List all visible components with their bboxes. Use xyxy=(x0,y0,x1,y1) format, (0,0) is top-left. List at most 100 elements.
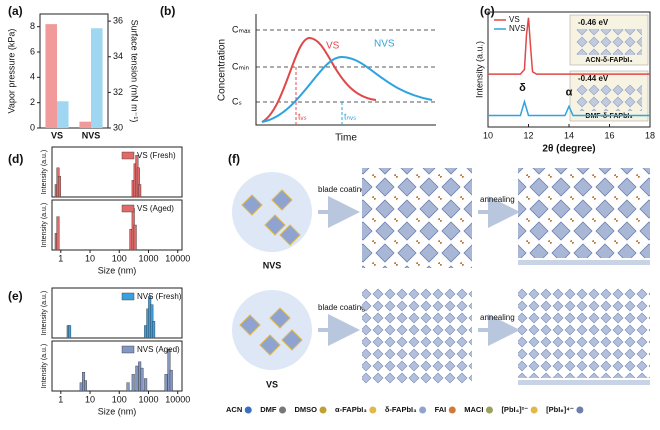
bar xyxy=(133,224,137,251)
nvs-curve xyxy=(261,55,433,123)
y-label: Intensity (a.u.) xyxy=(41,344,48,388)
x-label: Time xyxy=(335,133,357,144)
y-tick-label: 8 xyxy=(30,21,35,31)
legend-swatch xyxy=(121,292,135,301)
solution-label: NVS xyxy=(263,260,282,270)
legend-icon xyxy=(319,406,327,414)
vs-curve xyxy=(261,37,377,123)
y-label: Intensity (a.u.) xyxy=(41,150,48,194)
y2-tick-label: 34 xyxy=(113,51,123,61)
step-label: blade coating xyxy=(318,185,366,194)
y2-tick-label: 30 xyxy=(113,122,123,132)
time-label: tₙᵥₛ xyxy=(344,111,356,121)
molecules xyxy=(241,189,301,246)
legend-label: NVS (Fresh) xyxy=(137,292,182,301)
schematic-panel: (b) Cₘₐₓ Cₘᵢₙ Cₛ Concentration Time VS N… xyxy=(160,4,436,144)
x-tick-label: 10 xyxy=(483,130,493,140)
bar xyxy=(135,365,139,392)
legend-swatch xyxy=(121,345,135,354)
x-label: Size (nm) xyxy=(98,265,137,275)
film-lattice xyxy=(362,168,472,268)
panel-label: (e) xyxy=(8,289,23,303)
substrate xyxy=(518,260,650,265)
legend-icon xyxy=(530,406,538,414)
legend-label: DMSO xyxy=(295,405,318,414)
level-label: Cₛ xyxy=(232,96,242,106)
x-tick-label: 1 xyxy=(58,253,63,263)
solution-drop xyxy=(232,172,312,252)
y2-tick-label: 32 xyxy=(113,87,123,97)
x-tick-label: 18 xyxy=(645,130,655,140)
x-tick-label: 1000 xyxy=(138,253,158,263)
legend-icon xyxy=(485,406,493,414)
x-tick-label: 12 xyxy=(523,130,533,140)
bar xyxy=(169,369,173,392)
panel-label: (c) xyxy=(480,4,495,18)
bar xyxy=(45,24,57,129)
panel-label: (a) xyxy=(8,4,23,18)
bar xyxy=(144,378,148,392)
x-label: 2θ (degree) xyxy=(542,144,595,155)
frame xyxy=(51,340,183,392)
y-tick-label: 0 xyxy=(30,122,35,132)
legend-label: [PbI₄]²⁻ xyxy=(501,405,528,414)
legend-label: α-FAPbI₃ xyxy=(335,405,367,414)
y-label: Vapor pressure (kPa) xyxy=(6,29,16,114)
x-tick-label: 100 xyxy=(112,394,127,404)
line-series xyxy=(488,17,650,75)
y-tick-label: 2 xyxy=(30,97,35,107)
x-tick-label: 1 xyxy=(58,394,63,404)
legend-label: δ-FAPbI₃ xyxy=(385,405,417,414)
peak-label: α xyxy=(566,86,573,98)
y-tick-label: 4 xyxy=(30,72,35,82)
x-tick-label: 10000 xyxy=(165,394,190,404)
bar xyxy=(91,28,103,128)
legend-icon xyxy=(448,406,456,414)
bar xyxy=(68,325,72,339)
frame xyxy=(51,146,183,198)
time-label: tᵥₛ xyxy=(298,111,307,121)
x-tick-label: 16 xyxy=(604,130,614,140)
x-label: Size (nm) xyxy=(98,406,137,416)
bar xyxy=(140,367,144,392)
frame xyxy=(51,199,183,251)
legend-icon xyxy=(369,406,377,414)
film-lattice xyxy=(518,168,650,258)
legend-icon xyxy=(419,406,427,414)
legend-label: NVS (Aged) xyxy=(137,345,180,354)
inset-lattice xyxy=(576,29,642,55)
level-label: Cₘᵢₙ xyxy=(232,61,250,71)
inset-energy: -0.44 eV xyxy=(578,74,609,83)
y-label: Concentration xyxy=(217,39,228,101)
legend-label: [PbI₆]⁴⁻ xyxy=(546,405,574,414)
legend-swatch xyxy=(121,151,135,160)
frame xyxy=(39,13,109,129)
bar xyxy=(56,216,60,251)
legend-swatch xyxy=(121,204,135,213)
legend-label: VS xyxy=(509,15,520,24)
film-lattice xyxy=(362,288,472,384)
legend-label: MACI xyxy=(464,405,483,414)
curve-label: VS xyxy=(326,41,340,52)
y-label: Intensity (a.u.) xyxy=(41,291,48,335)
bar xyxy=(126,382,130,392)
frame xyxy=(51,287,183,339)
inset-label: ACN-δ-FAPbI₃ xyxy=(585,57,632,64)
legend-label: ACN xyxy=(226,405,242,414)
level-label: Cₘₐₓ xyxy=(232,24,250,34)
bar xyxy=(138,184,142,198)
x-tick-label: 14 xyxy=(564,130,574,140)
legend-label: NVS xyxy=(509,24,525,33)
step-label: blade coating xyxy=(318,303,366,312)
y-tick-label: 6 xyxy=(30,46,35,56)
inset-label: DMF-δ-FAPbI₃ xyxy=(585,113,632,120)
curve-label: NVS xyxy=(374,39,395,50)
legend-label: FAI xyxy=(435,405,447,414)
legend-label: DMF xyxy=(260,405,277,414)
x-tick-label: 10 xyxy=(85,253,95,263)
step-label: annealing xyxy=(480,313,515,322)
inset-lattice xyxy=(576,85,642,111)
y2-label: Surface tension (mN m⁻¹) xyxy=(130,20,140,123)
x-tick-label: VS xyxy=(51,130,63,140)
